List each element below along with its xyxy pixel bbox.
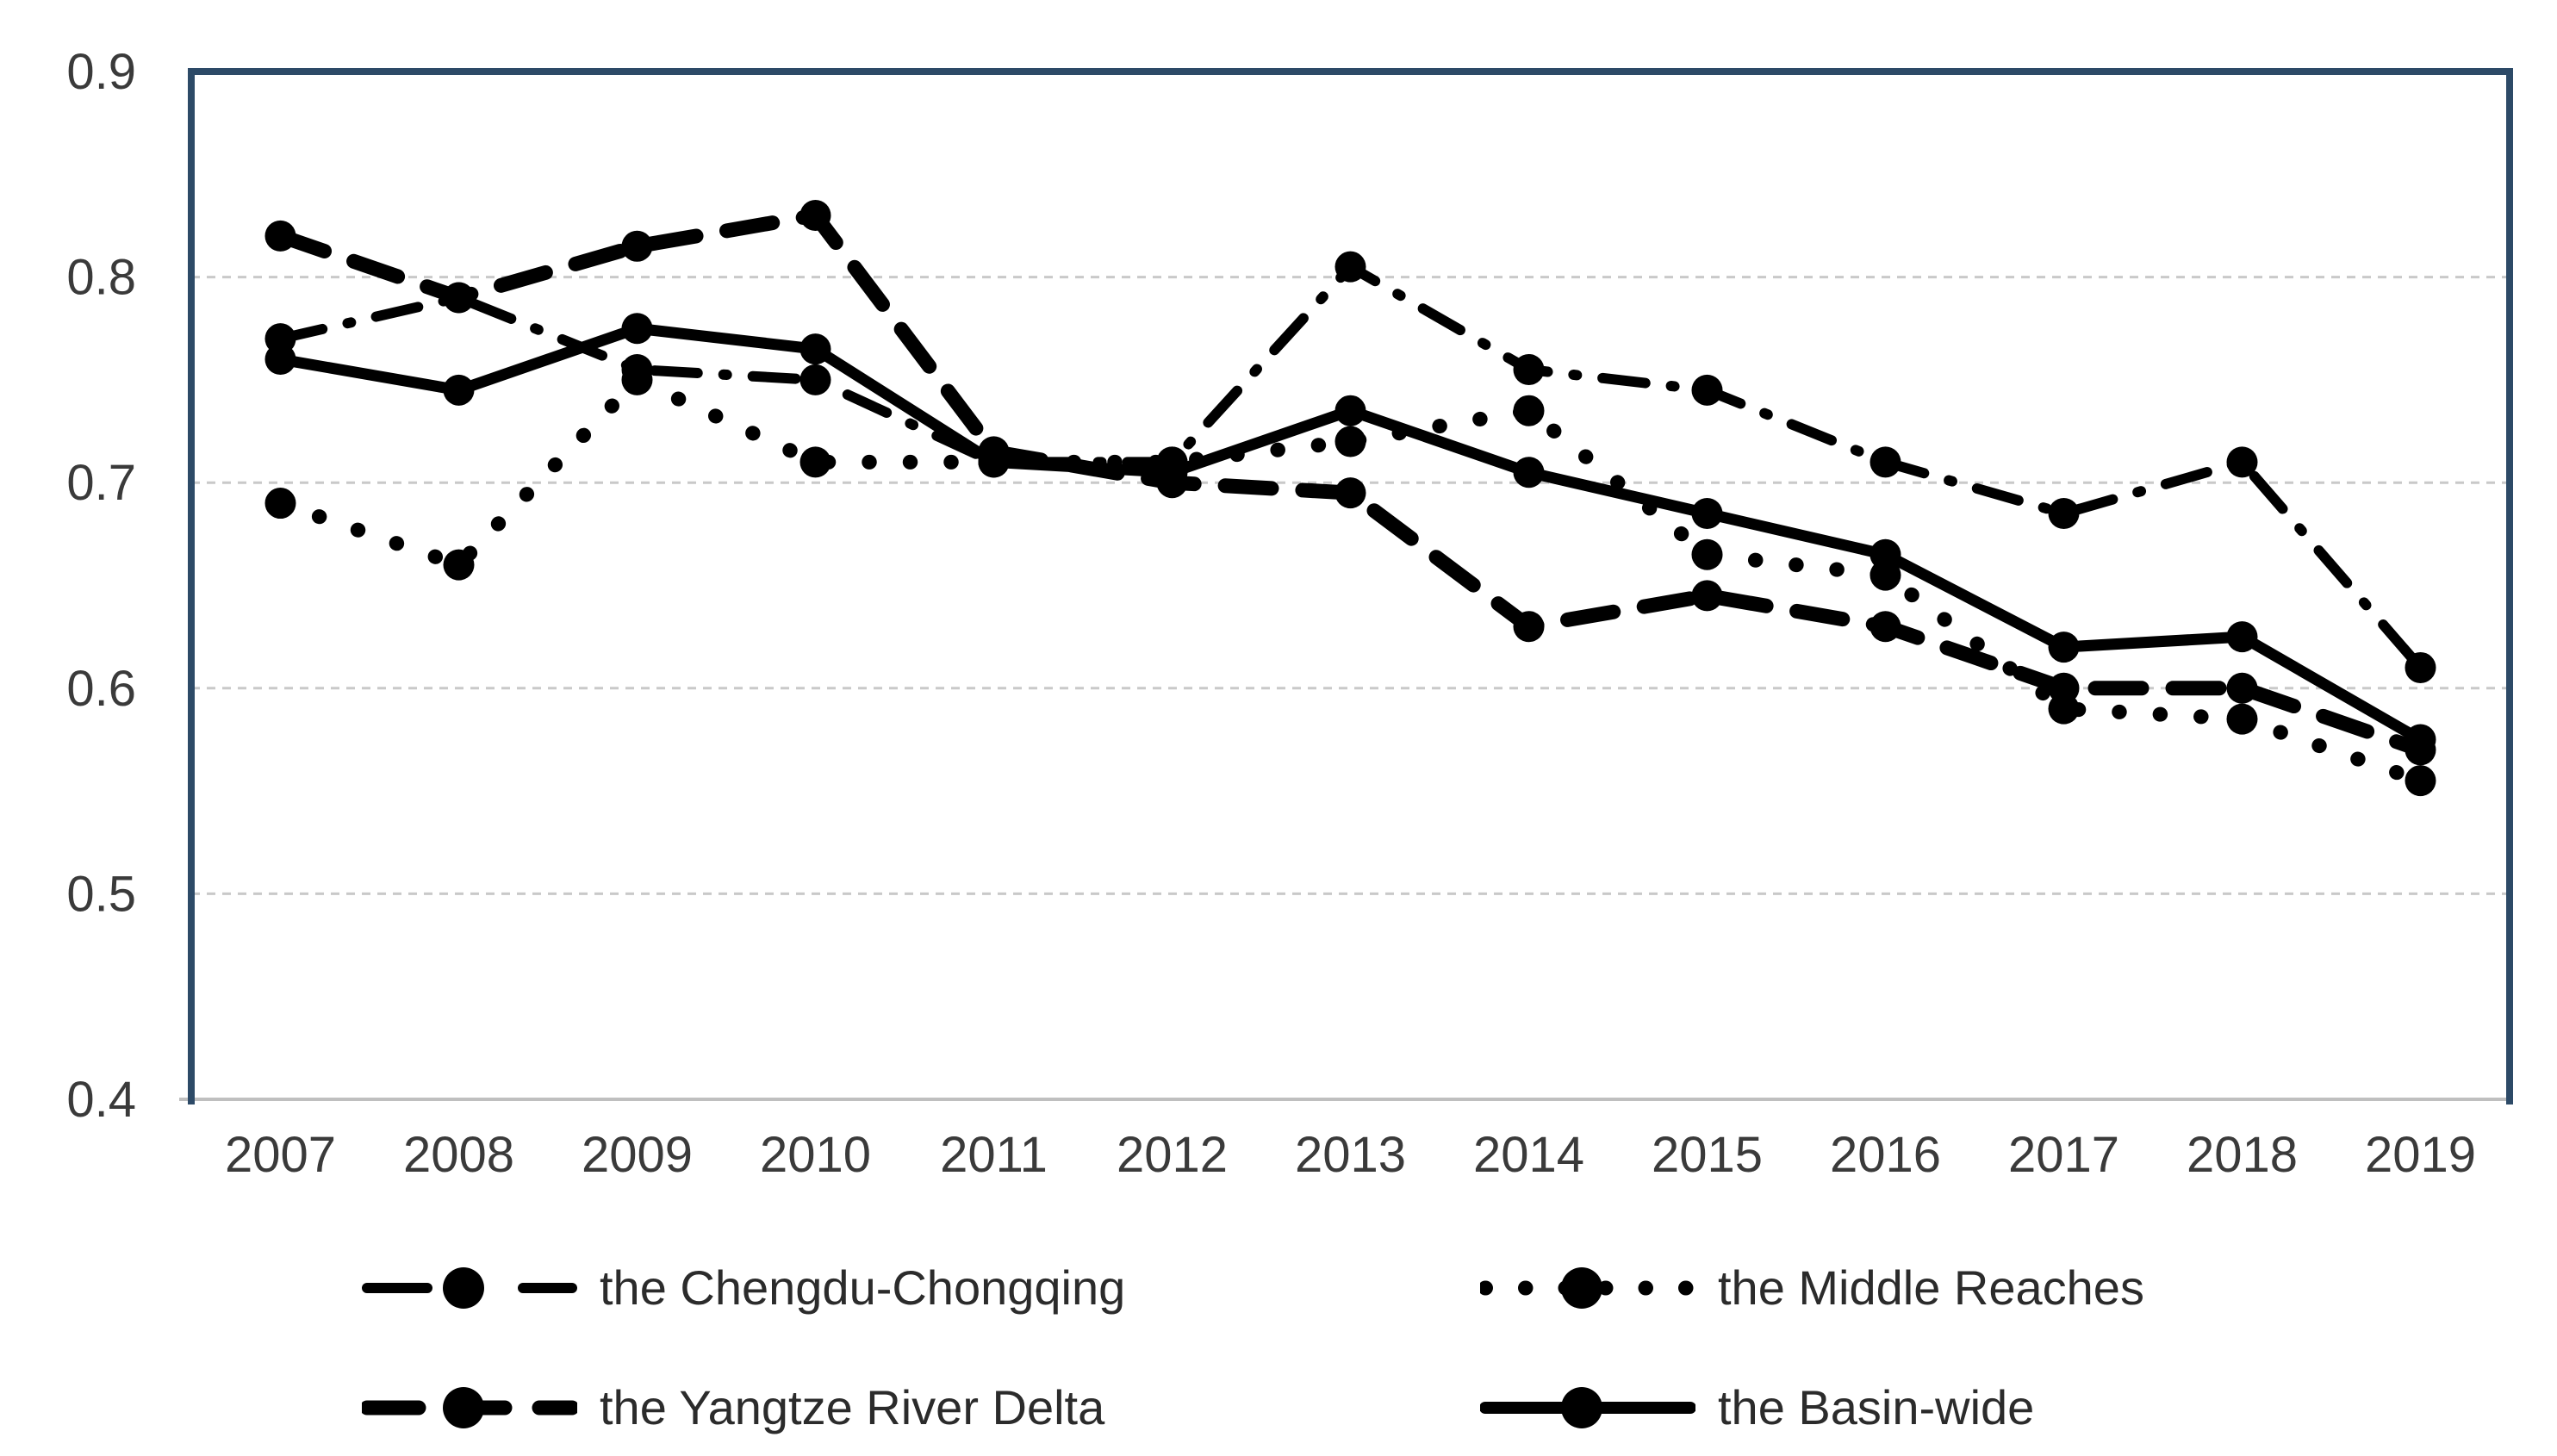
x-tick-label-2009: 2009	[582, 1127, 693, 1183]
x-tick-label-2012: 2012	[1117, 1127, 1228, 1183]
x-tick-label-2008: 2008	[403, 1127, 514, 1183]
y-tick-label-0.5: 0.5	[66, 866, 136, 922]
marker-2-2008	[443, 282, 475, 314]
legend-entry-2: the Yangtze River Delta	[362, 1377, 1104, 1439]
x-tick-label-2018: 2018	[2187, 1127, 2298, 1183]
marker-2-2016	[1870, 611, 1901, 643]
series-line-0	[275, 261, 2426, 673]
marker-3-2017	[2048, 632, 2080, 663]
marker-2-2015	[1691, 580, 1723, 612]
marker-1-2018	[2226, 703, 2258, 735]
y-tick-label-0.4: 0.4	[66, 1072, 136, 1128]
marker-3-2010	[799, 333, 831, 365]
marker-3-2015	[1691, 497, 1723, 529]
marker-2-2013	[1334, 477, 1366, 509]
x-tick-label-2011: 2011	[940, 1127, 1048, 1183]
series-line-3	[275, 322, 2426, 745]
x-tick-label-2007: 2007	[225, 1127, 336, 1183]
legend-key-icon-2	[362, 1387, 577, 1428]
x-tick-label-2019: 2019	[2365, 1127, 2476, 1183]
marker-3-2013	[1334, 395, 1366, 426]
marker-1-2009	[621, 364, 653, 395]
x-tick-label-2015: 2015	[1652, 1127, 1763, 1183]
marker-2-2014	[1513, 611, 1545, 643]
marker-3-2012	[1156, 457, 1188, 488]
marker-2-2009	[621, 230, 653, 262]
marker-3-2019	[2405, 724, 2436, 756]
marker-2-2017	[2048, 672, 2080, 704]
marker-3-2014	[1513, 457, 1545, 488]
legend-entry-1: the Middle Reaches	[1480, 1257, 2144, 1319]
marker-0-2018	[2226, 446, 2258, 478]
x-tick-label-2017: 2017	[2008, 1127, 2119, 1183]
marker-0-2016	[1870, 446, 1901, 478]
marker-3-2009	[621, 313, 653, 345]
marker-2-2007	[264, 220, 296, 252]
marker-3-2018	[2226, 621, 2258, 653]
legend-entry-3: the Basin-wide	[1480, 1377, 2034, 1439]
legend-label-3: the Basin-wide	[1718, 1380, 2035, 1434]
marker-1-2008	[443, 549, 475, 581]
legend-entry-0: the Chengdu-Chongqing	[362, 1257, 1125, 1319]
marker-0-2015	[1691, 374, 1723, 406]
legend-key-icon-3	[1480, 1387, 1695, 1428]
x-tick-label-2014: 2014	[1473, 1127, 1584, 1183]
marker-3-2011	[978, 446, 1010, 478]
marker-3-2007	[264, 344, 296, 376]
legend-label-2: the Yangtze River Delta	[600, 1380, 1105, 1434]
legend-label-0: the Chengdu-Chongqing	[600, 1260, 1126, 1315]
marker-3-2016	[1870, 538, 1901, 570]
marker-1-2013	[1334, 426, 1366, 457]
y-tick-label-0.9: 0.9	[66, 44, 136, 100]
marker-1-2015	[1691, 538, 1723, 570]
marker-3-2008	[443, 374, 475, 406]
y-tick-label-0.6: 0.6	[66, 661, 136, 717]
marker-2-2018	[2226, 672, 2258, 704]
marker-0-2014	[1513, 353, 1545, 385]
legend-key-icon-0	[362, 1267, 577, 1309]
x-tick-label-2010: 2010	[760, 1127, 871, 1183]
marker-1-2014	[1513, 395, 1545, 426]
marker-1-2019	[2405, 765, 2436, 797]
x-tick-label-2016: 2016	[1830, 1127, 1941, 1183]
marker-0-2019	[2405, 651, 2436, 683]
legend-key-icon-1	[1480, 1267, 1695, 1309]
x-tick-label-2013: 2013	[1295, 1127, 1406, 1183]
marker-1-2010	[799, 446, 831, 478]
marker-2-2010	[799, 200, 831, 232]
marker-0-2017	[2048, 497, 2080, 529]
legend-label-1: the Middle Reaches	[1718, 1260, 2144, 1315]
y-tick-label-0.7: 0.7	[66, 455, 136, 511]
y-tick-label-0.8: 0.8	[66, 250, 136, 306]
marker-0-2013	[1334, 251, 1366, 283]
marker-0-2010	[799, 364, 831, 395]
marker-1-2007	[264, 488, 296, 520]
